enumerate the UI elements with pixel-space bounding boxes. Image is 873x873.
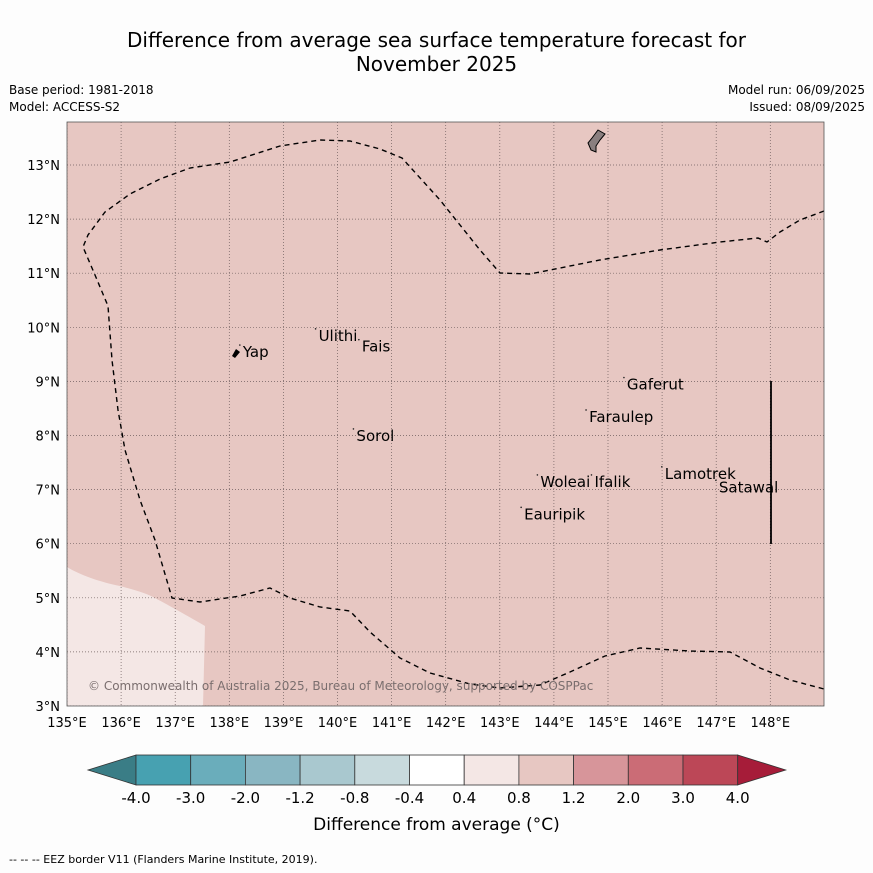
colorbar-tick-label: 4.0 (726, 789, 750, 807)
colorbar-tick-label: -4.0 (121, 789, 150, 807)
colorbar-segment (682, 754, 739, 786)
colorbar-segment (573, 754, 629, 786)
colorbar-tick-label: -2.0 (231, 789, 260, 807)
lon-tick-label: 145°E (588, 716, 628, 731)
lon-tick-label: 137°E (155, 716, 195, 731)
island-marker (590, 474, 593, 476)
island-marker (715, 479, 717, 482)
chart-title: Difference from average sea surface temp… (0, 28, 873, 76)
island-marker (314, 328, 317, 330)
meta-right: Model run: 06/09/2025 Issued: 08/09/2025 (728, 82, 865, 116)
map-frame (66, 121, 825, 707)
island-marker (239, 344, 241, 346)
base-period-label: Base period: 1981-2018 (9, 83, 154, 97)
island-label: Yap (242, 343, 269, 361)
lat-tick-label: 11°N (27, 267, 60, 282)
eez-border (82, 139, 824, 690)
lon-tick-label: 135°E (47, 716, 87, 731)
island-label: Eauripik (524, 505, 585, 523)
colorbar-segment (627, 754, 684, 786)
latitude-tick-labels: 3°N 4°N 5°N 6°N 7°N 8°N 9°N 10°N 11°N 12°N 13°N (27, 159, 60, 715)
colorbar-segment (190, 754, 246, 786)
island-marker (520, 506, 522, 509)
lat-tick-label: 4°N (36, 646, 61, 661)
lon-tick-label: 139°E (264, 716, 304, 731)
colorbar: -4.0 -3.0 -2.0 -1.2 -0.8 -0.4 0.4 0.8 1.2 2.0 3.0 4… (86, 754, 788, 807)
island-label: Faraulep (589, 408, 653, 426)
island-label: Woleai (540, 473, 590, 491)
lat-tick-label: 10°N (27, 321, 60, 336)
colorbar-tick-label: 0.8 (507, 789, 531, 807)
lon-tick-label: 147°E (696, 716, 736, 731)
lat-tick-label: 12°N (27, 213, 60, 228)
colorbar-tick-label: -3.0 (176, 789, 205, 807)
island-marker (536, 474, 539, 476)
lat-tick-label: 5°N (36, 592, 61, 607)
meta-left: Base period: 1981-2018 Model: ACCESS-S2 (9, 82, 154, 116)
lat-tick-label: 3°N (36, 700, 61, 715)
colorbar-tick-label: -1.2 (285, 789, 314, 807)
lat-tick-label: 8°N (36, 430, 61, 445)
lon-tick-label: 136°E (101, 716, 141, 731)
lat-tick-label: 7°N (36, 484, 61, 499)
lon-tick-label: 138°E (210, 716, 250, 731)
colorbar-segment (135, 754, 192, 786)
lon-tick-label: 143°E (480, 716, 520, 731)
model-label: Model: ACCESS-S2 (9, 100, 121, 114)
title-line-1: Difference from average sea surface temp… (126, 28, 746, 52)
island-label: Ulithi (319, 327, 358, 345)
title-line-2: November 2025 (355, 52, 518, 76)
colorbar-tick-label: -0.4 (395, 789, 424, 807)
colorbar-segment (463, 754, 520, 786)
colorbar-segment (299, 754, 356, 786)
island-label: Satawal (719, 478, 778, 496)
colorbar-segment (518, 754, 575, 786)
island-marker (358, 338, 360, 341)
lat-tick-label: 6°N (36, 538, 61, 553)
colorbar-high-extend (737, 754, 788, 786)
yap-island (232, 349, 240, 358)
lon-tick-label: 148°E (751, 716, 791, 731)
island-label: Lamotrek (665, 465, 736, 483)
issued-label: Issued: 08/09/2025 (749, 100, 865, 114)
colorbar-tick-label: 0.4 (452, 789, 476, 807)
gridlines (67, 122, 824, 706)
colorbar-title: Difference from average (°C) (313, 815, 560, 835)
colorbar-tick-label: 2.0 (616, 789, 640, 807)
colorbar-segment (409, 754, 465, 786)
longitude-tick-labels: 135°E 136°E 137°E 138°E 139°E 140°E 141°E 142°E… (47, 716, 790, 731)
island-label: Gaferut (627, 376, 684, 394)
colorbar-low-extend (86, 754, 137, 786)
guam-island (587, 129, 606, 153)
lat-tick-label: 13°N (27, 159, 60, 174)
copyright-text: © Commonwealth of Australia 2025, Bureau… (88, 679, 593, 693)
island-marker (661, 465, 663, 468)
island-marker (585, 409, 587, 411)
lon-tick-label: 142°E (426, 716, 466, 731)
colorbar-tick-label: 1.2 (562, 789, 586, 807)
lon-tick-label: 141°E (372, 716, 412, 731)
lon-tick-label: 140°E (318, 716, 358, 731)
colorbar-segment (354, 754, 410, 786)
colorbar-tick-label: -0.8 (340, 789, 369, 807)
island-label: Sorol (356, 427, 394, 445)
colorbar-tick-label: 3.0 (671, 789, 695, 807)
island-label: Ifalik (594, 473, 630, 491)
colorbar-segment (244, 754, 301, 786)
model-run-label: Model run: 06/09/2025 (727, 83, 865, 97)
lat-tick-label: 9°N (36, 375, 61, 390)
cooler-anomaly-region (67, 567, 205, 706)
island-marker (352, 428, 355, 430)
island-label: Fais (362, 338, 391, 356)
lon-tick-label: 146°E (642, 716, 682, 731)
eez-footnote: -- -- -- EEZ border V11 (Flanders Marine… (9, 853, 318, 866)
lon-tick-label: 144°E (534, 716, 574, 731)
island-marker (623, 376, 625, 379)
